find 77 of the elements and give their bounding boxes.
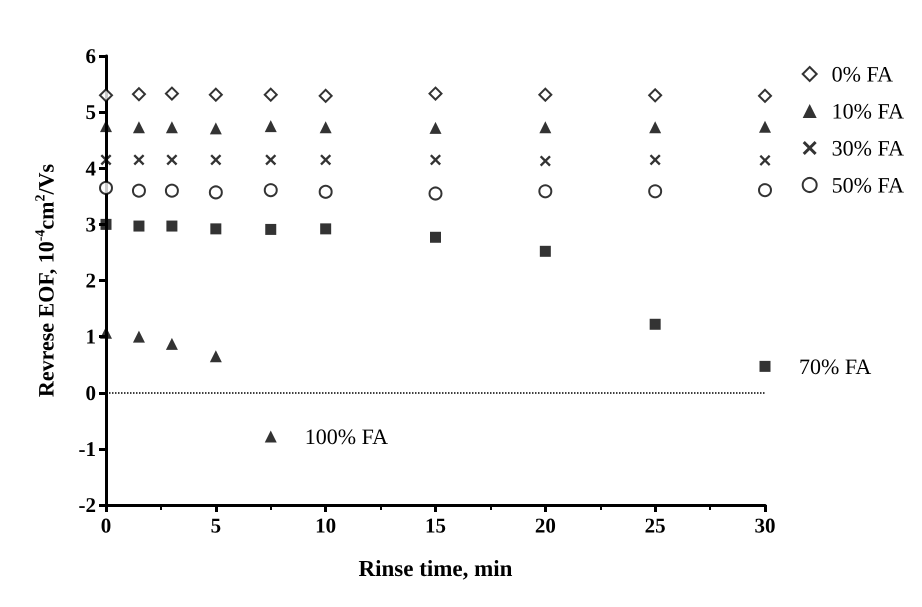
legend-label: 10% FA (832, 98, 904, 124)
point (166, 121, 178, 134)
x-tick-label: 0 (100, 514, 112, 538)
point (264, 183, 278, 198)
x-tick-label: 5 (210, 514, 222, 538)
point (320, 223, 332, 234)
point (210, 122, 222, 134)
point (430, 232, 441, 243)
point (210, 154, 222, 166)
point (320, 154, 332, 166)
point (318, 88, 333, 103)
y-tick-label: -2 (78, 493, 96, 517)
point (650, 154, 661, 166)
point (264, 88, 278, 102)
point (538, 88, 552, 102)
point (648, 88, 662, 102)
point (648, 184, 662, 198)
point (428, 186, 442, 201)
point (539, 121, 552, 134)
point (538, 184, 552, 198)
point (759, 120, 771, 133)
point (758, 88, 772, 103)
point (208, 185, 223, 200)
x-tick-label: 25 (644, 514, 666, 538)
point (132, 184, 146, 198)
point (650, 318, 661, 330)
legend-label: 30% FA (832, 136, 904, 160)
point (540, 246, 551, 257)
point (428, 86, 442, 101)
point (540, 155, 551, 166)
point (265, 154, 276, 166)
y-tick-label: 5 (86, 100, 96, 124)
point (760, 360, 770, 372)
point (133, 154, 144, 166)
annotation: 100% FA (304, 424, 388, 450)
legend-label: 50% FA (832, 172, 904, 198)
point (760, 154, 770, 166)
x-tick-label: 20 (534, 514, 556, 538)
point (164, 184, 179, 198)
point (132, 87, 146, 102)
point (430, 154, 441, 166)
y-tick-label: 6 (86, 44, 96, 68)
x-tick-label: 30 (754, 514, 776, 538)
point (210, 223, 222, 234)
point (132, 330, 145, 343)
point (265, 224, 276, 235)
point (208, 88, 223, 102)
y-tick-label: -1 (78, 436, 96, 461)
y-tick-label: 2 (86, 268, 96, 292)
point (320, 121, 332, 134)
point (318, 184, 333, 199)
annotation: 70% FA (799, 354, 872, 379)
point (166, 338, 178, 350)
point (430, 122, 442, 134)
point (264, 430, 277, 443)
point (758, 183, 772, 198)
legend-label: 0% FA (832, 62, 894, 86)
point (166, 220, 178, 232)
x-tick-label: 15 (425, 514, 446, 538)
x-tick-label: 10 (315, 514, 336, 538)
y-tick-label: 3 (86, 212, 96, 236)
point (133, 220, 144, 232)
point (210, 350, 222, 362)
point (100, 218, 112, 230)
y-tick-label: 1 (86, 324, 96, 349)
y-tick-label: 0 (86, 380, 96, 405)
point (132, 121, 145, 134)
point (99, 180, 113, 195)
x-axis-title: Rinse time, min (358, 556, 513, 581)
point (649, 121, 662, 134)
point (264, 120, 277, 132)
point (100, 154, 112, 166)
y-axis-title: Revrese EOF, 10-4cm2/Vs (34, 163, 58, 398)
point (166, 154, 178, 166)
point (164, 86, 179, 101)
y-tick-label: 4 (86, 156, 96, 180)
point (99, 88, 113, 102)
